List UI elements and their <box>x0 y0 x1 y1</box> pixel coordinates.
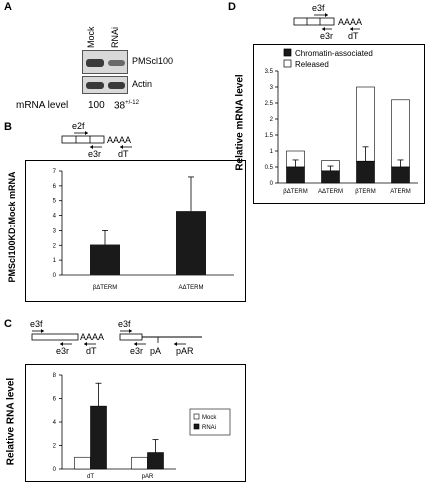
band-mock-actin <box>86 82 104 89</box>
bar-1 <box>176 211 206 275</box>
bar-mock-0 <box>74 456 91 470</box>
bar-released-3 <box>391 99 410 168</box>
bar-rnai-1 <box>147 452 164 470</box>
panel-d-label: D <box>228 1 236 13</box>
blot-pmscl100 <box>82 50 128 74</box>
primer-label-fwd: e2f <box>72 121 85 131</box>
y-tick-label-1: 0.5 <box>265 165 274 171</box>
primer-right-pa: pA <box>150 346 161 356</box>
primer-d-rev: e3r <box>320 31 333 41</box>
primer-right-rev: e3r <box>130 346 143 356</box>
y-tick-label-7: 7 <box>53 169 57 175</box>
y-tick-label-3: 6 <box>53 397 57 403</box>
chart-c-ylabel: Relative RNA level <box>5 377 17 466</box>
legend-swatch-rnai <box>193 423 200 430</box>
x-tick-label-1: AΔTERM <box>178 285 203 291</box>
y-tick-label-3: 3 <box>53 228 57 234</box>
chart-b: 0 1 2 3 4 5 6 7 βΔTERM AΔTERM <box>53 169 234 291</box>
chart-c: 0 2 4 6 8 dT pAR Mock RNAi <box>53 373 231 480</box>
y-tick-label-0: 0 <box>53 273 57 279</box>
x-tick-label-2: βTERM <box>355 189 375 195</box>
x-tick-label-3: ATERM <box>390 189 411 195</box>
y-tick-label-6: 3 <box>270 85 274 91</box>
x-tick-label-0: dT <box>87 474 94 480</box>
primer-label-rev: e3r <box>88 149 101 159</box>
y-tick-label-4: 4 <box>53 214 57 220</box>
y-tick-label-0: 0 <box>53 467 57 473</box>
primer-diagram-c: e3f AAAA e3r dT e3f e3r pA pAR <box>30 319 202 356</box>
y-tick-label-2: 2 <box>53 243 57 249</box>
chart-frame-b <box>25 160 246 302</box>
chart-b-ylabel: PMScl100KD:Mock mRNA <box>7 171 17 283</box>
bar-chromatin-1 <box>321 170 340 184</box>
exon-box-right <box>119 333 143 341</box>
y-tick-label-5: 5 <box>53 199 57 205</box>
panel-a-label: A <box>4 1 12 13</box>
exon-box <box>61 135 105 144</box>
y-tick-label-2: 1 <box>270 149 274 155</box>
legend-swatch-1 <box>283 59 292 68</box>
mrna-level-mock: 100 <box>88 100 105 111</box>
band-rnai-pmscl100 <box>108 60 125 66</box>
panel-b-label: B <box>4 121 12 133</box>
band-mock-pmscl100 <box>86 59 104 67</box>
legend-label-rnai: RNAi <box>202 425 216 431</box>
blot-label-actin: Actin <box>132 79 153 89</box>
x-tick-label-1: pAR <box>142 474 154 480</box>
primer-d-fwd: e3f <box>312 3 325 13</box>
bar-rnai-0 <box>90 405 107 470</box>
y-tick-label-0: 0 <box>270 181 274 187</box>
x-tick-label-0: βΔTERM <box>93 285 117 291</box>
y-tick-label-6: 6 <box>53 184 57 190</box>
chart-d: 0 0.5 1 1.5 2 2.5 3 3.5 βΔTERM AΔTERM βTERM ATERM Ch… <box>265 48 418 195</box>
y-tick-label-2: 4 <box>53 420 57 426</box>
chart-d-ylabel: Relative mRNA level <box>234 74 246 171</box>
bar-0 <box>90 244 120 275</box>
exon-box-d <box>293 17 335 26</box>
polya-label: AAAA <box>107 135 131 145</box>
mrna-level-rnai-error: +/-12 <box>125 100 139 106</box>
bar-chromatin-2 <box>356 160 375 184</box>
blot-actin <box>82 76 128 94</box>
panel-c-label: C <box>4 318 12 330</box>
primer-left-polya: AAAA <box>80 332 104 342</box>
x-tick-label-0: βΔTERM <box>283 189 307 195</box>
legend-swatch-mock <box>193 413 200 420</box>
lane-label-mock: Mock <box>86 26 96 48</box>
legend-label-mock: Mock <box>202 415 217 421</box>
legend-swatch-0 <box>283 48 292 57</box>
band-rnai-actin <box>108 82 125 89</box>
primer-left-fwd: e3f <box>30 319 43 329</box>
mrna-level-rnai: 38 <box>114 100 126 112</box>
primer-label-dt: dT <box>118 149 129 159</box>
bar-chromatin-3 <box>391 166 410 184</box>
primer-right-par: pAR <box>176 346 194 356</box>
primer-left-dt: dT <box>86 346 97 356</box>
mrna-level-label: mRNA level <box>16 100 69 111</box>
y-tick-label-1: 1 <box>53 258 57 264</box>
y-tick-label-5: 2.5 <box>265 101 274 107</box>
x-tick-label-1: AΔTERM <box>318 189 343 195</box>
lane-label-rnai: RNAi <box>110 26 120 48</box>
y-tick-label-1: 2 <box>53 444 57 450</box>
legend-box <box>189 408 231 436</box>
y-tick-label-7: 3.5 <box>265 69 274 75</box>
bar-chromatin-0 <box>286 166 305 184</box>
chart-frame-d <box>253 44 425 204</box>
primer-right-fwd: e3f <box>118 319 131 329</box>
primer-d-dt: dT <box>348 31 359 41</box>
y-tick-label-3: 1.5 <box>265 133 274 139</box>
chart-frame-c <box>25 364 246 482</box>
primer-d-polya: AAAA <box>338 17 362 27</box>
bar-mock-1 <box>131 456 148 470</box>
y-tick-label-4: 8 <box>53 373 57 379</box>
primer-diagram-b: e2f AAAA e3r dT <box>61 121 132 159</box>
exon-box-left <box>31 333 79 341</box>
y-tick-label-4: 2 <box>270 117 274 123</box>
legend-label-0: Chromatin-associated <box>295 49 373 58</box>
blot-label-pmscl100: PMScl100 <box>132 56 174 66</box>
legend-label-1: Released <box>295 60 329 69</box>
primer-diagram-d: e3f AAAA e3r dT <box>293 3 362 41</box>
primer-left-rev: e3r <box>56 346 69 356</box>
